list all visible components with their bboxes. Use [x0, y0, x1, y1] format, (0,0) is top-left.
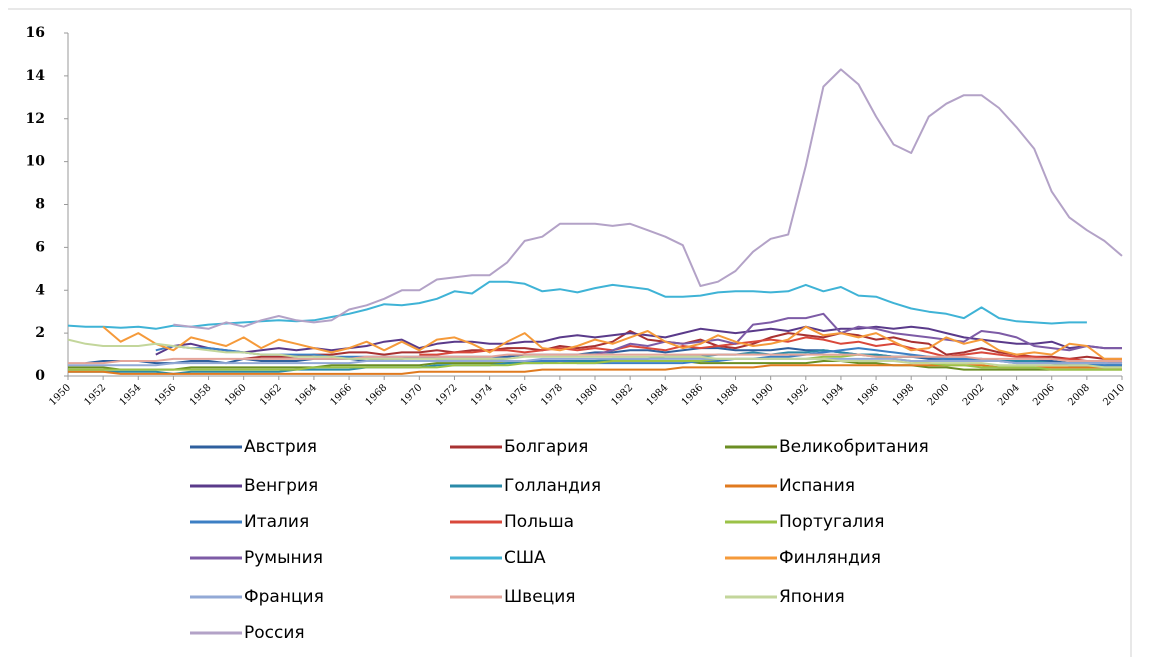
series-line [173, 68, 1123, 330]
legend-label: Австрия [244, 437, 317, 457]
legend-label: Венгрия [244, 476, 318, 496]
y-tick-label: 2 [35, 325, 45, 341]
series-line [67, 280, 1087, 330]
legend-label: Финляндия [779, 548, 881, 568]
y-tick-label: 8 [35, 197, 45, 213]
legend-label: Румыния [244, 548, 323, 568]
y-tick-label: 6 [35, 239, 45, 255]
legend-label: Болгария [504, 437, 588, 457]
y-tick-label: 12 [26, 111, 45, 127]
series-line [68, 353, 1122, 371]
legend-label: Голландия [504, 476, 601, 496]
legend-label: Великобритания [779, 437, 929, 457]
legend-label: Польша [504, 512, 574, 532]
legend-label: Италия [244, 512, 309, 532]
y-tick-label: 14 [26, 68, 46, 84]
legend-label: Португалия [779, 512, 884, 532]
legend-label: США [504, 548, 546, 568]
legend-label: Япония [779, 587, 845, 607]
y-tick-label: 16 [26, 25, 45, 41]
series-line [419, 336, 1123, 365]
series-line [102, 325, 1122, 360]
y-tick-label: 0 [35, 368, 45, 384]
y-tick-label: 10 [26, 154, 46, 170]
series-line [68, 353, 1122, 365]
legend-label: Испания [779, 476, 855, 496]
series-line [594, 312, 1122, 356]
legend-label: Россия [244, 623, 305, 643]
series-line [67, 338, 1122, 369]
legend-label: Швеция [504, 587, 576, 607]
y-tick-label: 4 [35, 282, 45, 298]
series-line [68, 357, 1122, 367]
legend-label: Франция [244, 587, 324, 607]
series-line [155, 345, 1122, 367]
